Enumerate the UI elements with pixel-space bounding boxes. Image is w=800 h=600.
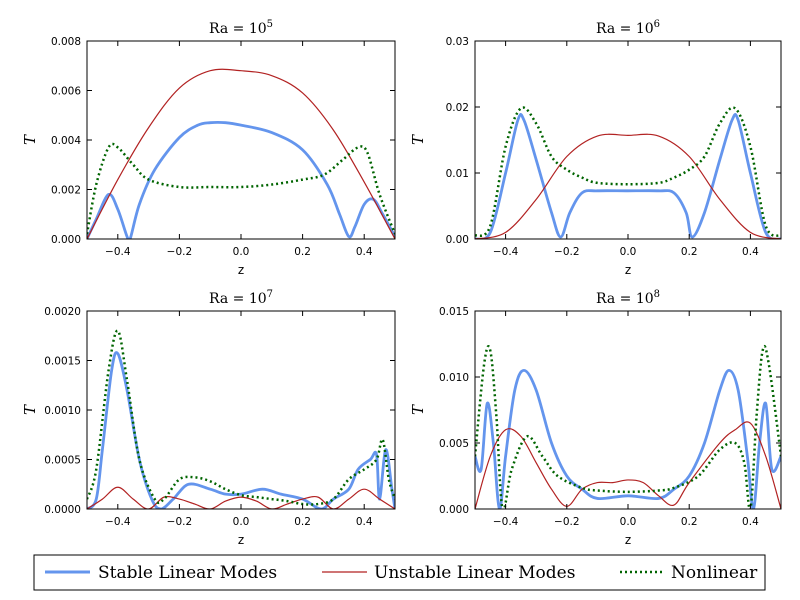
panel-1-xtick-label: −0.2 — [167, 246, 193, 258]
panel-4-title: Ra = 108 — [596, 289, 660, 307]
panel-2-xtick-label: 0.0 — [620, 246, 637, 258]
panel-3-ytick-label: 0.0015 — [44, 356, 81, 368]
panel-1-ytick-label: 0.004 — [51, 135, 81, 147]
panel-1-series-unstable — [87, 68, 395, 239]
panel-4-xtick-label: −0.2 — [554, 516, 580, 528]
panel-4-series-nonlinear — [475, 345, 781, 509]
panel-1-ytick-label: 0.000 — [51, 234, 81, 246]
panel-2-ytick-label: 0.00 — [446, 234, 469, 246]
panel-3-xtick-label: 0.0 — [233, 516, 250, 528]
panel-3-xlabel: z — [238, 533, 244, 547]
panel-1-ylabel: T — [21, 134, 39, 145]
panel-3-ylabel: T — [21, 404, 39, 415]
panel-1-xtick-label: −0.4 — [105, 246, 131, 258]
panel-4-frame — [474, 310, 782, 510]
panel-2-xtick-label: 0.2 — [681, 246, 698, 258]
panel-4-ylabel: T — [409, 404, 427, 415]
panel-2-xtick-label: −0.4 — [493, 246, 519, 258]
panel-4-xtick-label: 0.2 — [681, 516, 698, 528]
panel-1-xtick-label: 0.2 — [294, 246, 311, 258]
panel-1-series-stable — [87, 120, 395, 239]
panel-1-ytick-label: 0.006 — [51, 86, 81, 98]
panel-4-plot-area — [475, 345, 781, 509]
panel-1-title: Ra = 105 — [209, 19, 273, 37]
panel-1-ytick-label: 0.002 — [51, 185, 81, 197]
panel-3-series-nonlinear — [87, 329, 395, 506]
panel-3-series-unstable — [87, 486, 395, 509]
panel-2-series-nonlinear — [475, 106, 781, 238]
panel-2-ytick-label: 0.02 — [446, 102, 469, 114]
panel-4-ytick-label: 0.015 — [439, 306, 469, 318]
panel-1-series-nonlinear — [87, 142, 395, 235]
panel-3-frame — [86, 310, 396, 510]
panel-1: −0.4 −0.2 0.0 0.2 0.4 0.000 0.002 0.004 0.006 0.0… — [21, 19, 396, 277]
legend-label-nonlinear: Nonlinear — [671, 563, 758, 583]
panel-2-ytick-label: 0.03 — [446, 36, 469, 48]
panel-3-ytick-label: 0.0000 — [44, 504, 81, 516]
panel-2-series-stable — [475, 113, 781, 239]
panel-1-xtick-label: 0.0 — [233, 246, 250, 258]
panel-2-frame — [474, 40, 782, 240]
panel-4-xtick-label: −0.4 — [493, 516, 519, 528]
panel-1-ytick-label: 0.008 — [51, 36, 81, 48]
panel-3-xtick-label: 0.2 — [294, 516, 311, 528]
panel-1-xtick-label: 0.4 — [356, 246, 373, 258]
panel-2-xtick-label: −0.2 — [554, 246, 580, 258]
panel-3-plot-area — [87, 329, 395, 509]
panel-2-xlabel: z — [625, 263, 631, 277]
panel-3-xtick-label: −0.4 — [105, 516, 131, 528]
panel-3-xtick-label: −0.2 — [167, 516, 193, 528]
panel-4: −0.4 −0.2 0.0 0.2 0.4 0.000 0.005 0.010 0.015 z T R… — [409, 289, 782, 547]
panel-2-xtick-label: 0.4 — [742, 246, 759, 258]
panel-3-ytick-label: 0.0005 — [44, 455, 81, 467]
panel-4-xtick-label: 0.0 — [620, 516, 637, 528]
legend-frame — [33, 554, 766, 591]
panel-3-series-stable — [87, 351, 395, 509]
legend-label-unstable: Unstable Linear Modes — [374, 563, 575, 583]
panel-1-xlabel: z — [238, 263, 244, 277]
panel-4-ytick-label: 0.000 — [439, 504, 469, 516]
panel-4-xtick-label: 0.4 — [742, 516, 759, 528]
panel-4-ytick-label: 0.010 — [439, 372, 469, 384]
panel-2-ytick-label: 0.01 — [446, 168, 469, 180]
panel-3-title: Ra = 107 — [209, 289, 273, 307]
panel-4-series-stable — [475, 369, 781, 509]
panel-4-series-unstable — [475, 421, 781, 509]
panel-3-ytick-label: 0.0010 — [44, 405, 81, 417]
panel-4-ytick-label: 0.005 — [439, 438, 469, 450]
panel-3-ytick-label: 0.0020 — [44, 306, 81, 318]
legend-label-stable: Stable Linear Modes — [98, 563, 277, 583]
legend: Stable Linear Modes Unstable Linear Mode… — [33, 554, 766, 591]
panel-2-plot-area — [475, 106, 781, 239]
panel-3: −0.4 −0.2 0.0 0.2 0.4 0.0000 0.0005 0.0010 0.001… — [21, 289, 396, 547]
panel-2-title: Ra = 106 — [596, 19, 660, 37]
panel-2: −0.4 −0.2 0.0 0.2 0.4 0.00 0.01 0.02 0.03 z T Ra = … — [409, 19, 782, 277]
panel-2-series-unstable — [475, 133, 781, 239]
panel-3-xtick-label: 0.4 — [356, 516, 373, 528]
panel-1-plot-area — [87, 68, 395, 239]
panel-2-ylabel: T — [409, 134, 427, 145]
panel-4-xlabel: z — [625, 533, 631, 547]
